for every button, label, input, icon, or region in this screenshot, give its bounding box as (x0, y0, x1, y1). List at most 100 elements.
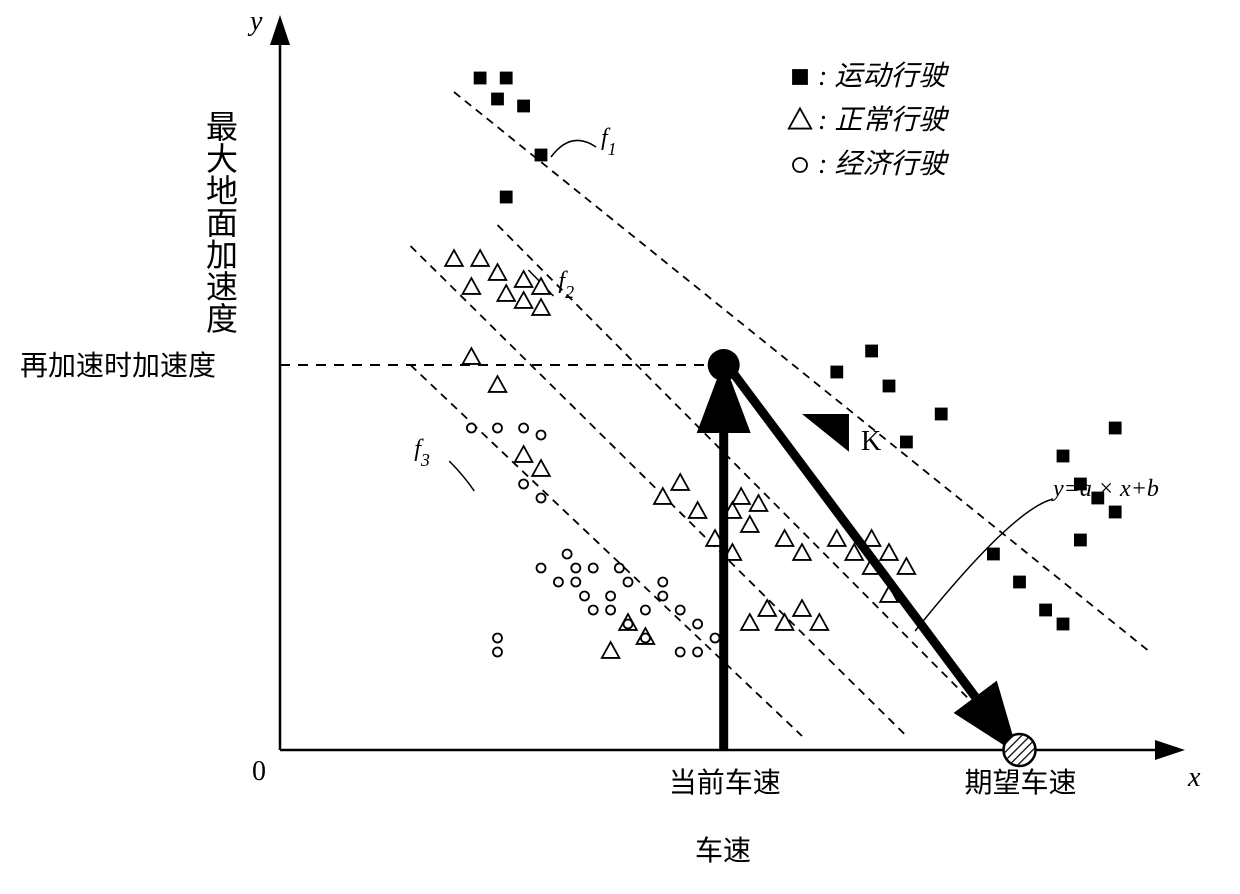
circle-marker (571, 578, 580, 587)
triangle-marker (793, 544, 811, 560)
circle-marker (537, 494, 546, 503)
circle-marker (676, 606, 685, 615)
triangle-marker (789, 108, 811, 128)
circle-marker (693, 648, 702, 657)
square-marker (884, 381, 895, 392)
circle-marker (641, 606, 650, 615)
square-marker (536, 150, 547, 161)
square-marker (1075, 479, 1086, 490)
trend-line-f3 (411, 365, 803, 736)
circle-marker (711, 634, 720, 643)
square-marker (901, 437, 912, 448)
desired-speed-label: 期望车速 (965, 767, 1077, 799)
x-axis-title: 车速 (695, 835, 751, 867)
triangle-marker (776, 530, 794, 546)
square-marker (936, 409, 947, 420)
triangle-marker (532, 278, 550, 294)
triangle-marker (489, 376, 507, 392)
legend-item-2: : 经济行驶 (818, 149, 949, 180)
triangle-marker (898, 558, 916, 574)
circle-marker (606, 606, 615, 615)
circle-marker (693, 620, 702, 629)
circle-marker (519, 480, 528, 489)
triangle-marker (471, 250, 489, 266)
triangle-marker (811, 614, 829, 630)
trend-line-f1 (454, 92, 1150, 652)
square-marker (1014, 577, 1025, 588)
circle-marker (571, 564, 580, 573)
circle-marker (537, 431, 546, 440)
square-marker (518, 101, 529, 112)
triangle-marker (445, 250, 463, 266)
triangle-marker (602, 642, 620, 658)
triangle-marker (758, 600, 776, 616)
current-point (708, 349, 740, 381)
circle-marker (589, 564, 598, 573)
reaccel-label: 再加速时加速度 (20, 350, 216, 382)
square-marker (831, 367, 842, 378)
square-marker (1075, 535, 1086, 546)
square-marker (1110, 423, 1121, 434)
square-marker (492, 94, 503, 105)
circle-marker (658, 578, 667, 587)
triangle-marker (532, 460, 550, 476)
triangle-marker (671, 474, 689, 490)
circle-marker (580, 592, 589, 601)
chart-container: yx0最大地面加速度车速f1f2f3y=a × x+b再加速时加速度K当前车速期… (0, 0, 1240, 894)
square-marker (1058, 451, 1069, 462)
triangle-marker (750, 495, 768, 511)
triangle-marker (463, 278, 481, 294)
legend-item-0: : 运动行驶 (818, 61, 949, 92)
square-marker (1092, 493, 1103, 504)
desired-point (1004, 734, 1036, 766)
triangle-marker (515, 292, 533, 308)
leader-curve (449, 461, 474, 491)
triangle-marker (689, 502, 707, 518)
f2-label: f2 (558, 268, 574, 302)
circle-marker (793, 158, 807, 172)
square-marker (866, 346, 877, 357)
square-marker (1110, 507, 1121, 518)
triangle-marker (463, 348, 481, 364)
scatter-chart: yx0最大地面加速度车速f1f2f3y=a × x+b再加速时加速度K当前车速期… (0, 0, 1240, 894)
current-speed-label: 当前车速 (669, 767, 781, 799)
circle-marker (493, 648, 502, 657)
square-marker (988, 549, 999, 560)
triangle-marker (515, 446, 533, 462)
circle-marker (606, 592, 615, 601)
circle-marker (563, 550, 572, 559)
origin-label: 0 (252, 756, 266, 787)
triangle-marker (497, 285, 515, 301)
circle-marker (589, 606, 598, 615)
circle-marker (537, 564, 546, 573)
circle-marker (676, 648, 685, 657)
slope-triangle (802, 414, 849, 452)
x-axis-var: x (1187, 762, 1201, 793)
circle-marker (624, 620, 633, 629)
leader-curve (551, 140, 596, 157)
y-axis-var: y (247, 6, 263, 37)
y-axis-title: 最大地面加速度 (202, 110, 238, 334)
square-marker (1040, 605, 1051, 616)
triangle-marker (654, 488, 672, 504)
legend-item-1: : 正常行驶 (818, 105, 949, 136)
square-marker (501, 192, 512, 203)
circle-marker (658, 592, 667, 601)
triangle-marker (741, 614, 759, 630)
triangle-marker (741, 516, 759, 532)
square-marker (793, 70, 807, 84)
circle-marker (493, 424, 502, 433)
square-marker (1058, 619, 1069, 630)
regression-leader (915, 499, 1053, 631)
slope-label: K (861, 426, 881, 457)
circle-marker (624, 578, 633, 587)
circle-marker (554, 578, 563, 587)
regression-label: y=a × x+b (1051, 476, 1159, 502)
regression-line (498, 225, 1020, 750)
trend-line-f2 (411, 246, 907, 736)
triangle-marker (515, 271, 533, 287)
square-marker (475, 73, 486, 84)
triangle-marker (828, 530, 846, 546)
triangle-marker (489, 264, 507, 280)
triangle-marker (732, 488, 750, 504)
